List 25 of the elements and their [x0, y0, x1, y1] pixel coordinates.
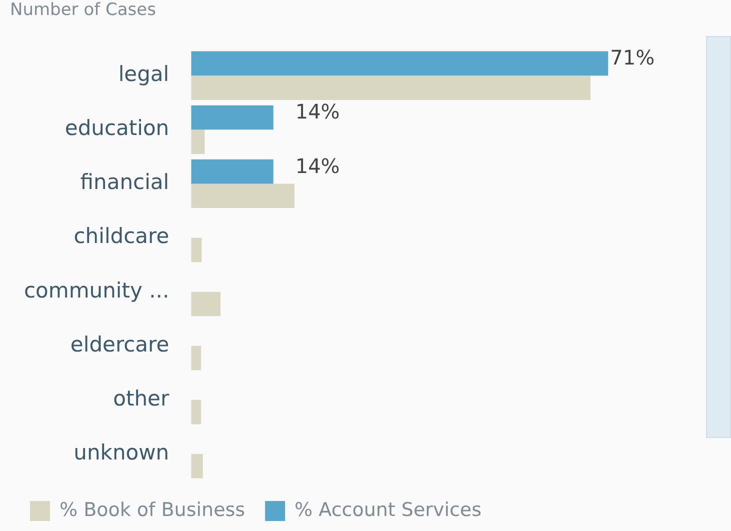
y-tick-label: unknown: [74, 440, 170, 464]
bar: [191, 292, 220, 316]
bar: [191, 454, 203, 478]
legend-label: % Book of Business: [60, 498, 246, 521]
bar: [191, 159, 274, 184]
bar: [191, 51, 608, 76]
data-label: 14%: [295, 154, 340, 178]
bar: [191, 400, 202, 424]
y-tick-label: childcare: [74, 224, 170, 248]
bar: [191, 105, 274, 130]
y-tick-label: other: [113, 386, 170, 410]
bar: [191, 130, 205, 154]
legend-label: % Account Services: [294, 498, 482, 521]
y-tick-label: community ...: [24, 278, 170, 302]
chart-title: Number of Cases: [10, 0, 156, 20]
bar: [191, 76, 591, 100]
data-label: 14%: [295, 100, 340, 124]
y-tick-label: financial: [80, 170, 170, 194]
bar: [191, 346, 202, 370]
y-tick-label: education: [64, 116, 170, 140]
bar: [191, 184, 294, 208]
bar: [191, 238, 202, 262]
y-tick-label: eldercare: [70, 332, 170, 356]
y-tick-label: legal: [118, 62, 170, 86]
data-label: 71%: [610, 46, 655, 70]
